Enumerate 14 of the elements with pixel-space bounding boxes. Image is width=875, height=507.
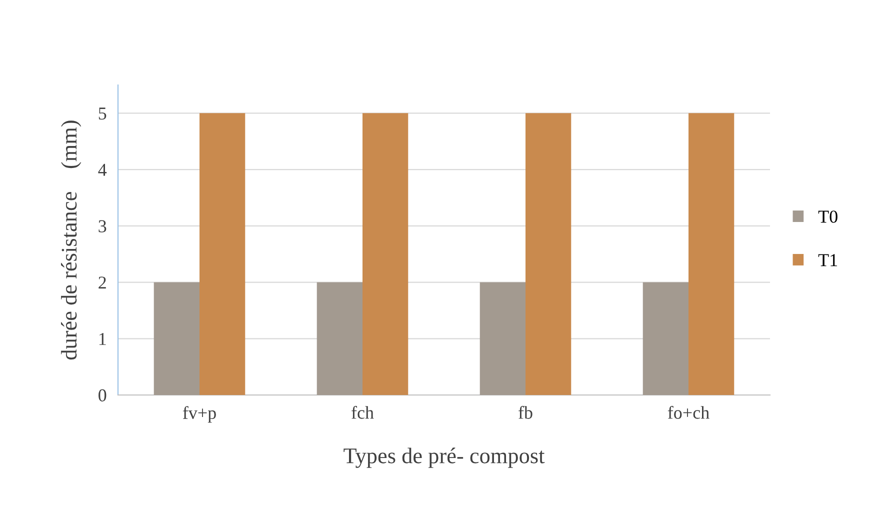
y-tick-label: 0 — [98, 389, 106, 402]
y-axis-title: durée de résistance (mm) — [61, 120, 82, 360]
x-tick-label: fv+p — [182, 406, 216, 423]
x-axis-title: Types de pré- compost — [344, 448, 545, 468]
x-tick-label: fch — [352, 406, 374, 419]
y-tick-label: 1 — [99, 332, 106, 345]
y-tick-label: 3 — [98, 220, 106, 232]
y-tick-label: 4 — [98, 164, 107, 176]
x-tick-label: fb — [518, 406, 532, 419]
legend-label: T1 — [818, 254, 838, 266]
legend-label: T0 — [818, 210, 838, 223]
y-tick-label: 5 — [98, 108, 106, 120]
x-tick-label: fo+ch — [668, 406, 710, 419]
y-tick-label: 2 — [98, 276, 106, 289]
